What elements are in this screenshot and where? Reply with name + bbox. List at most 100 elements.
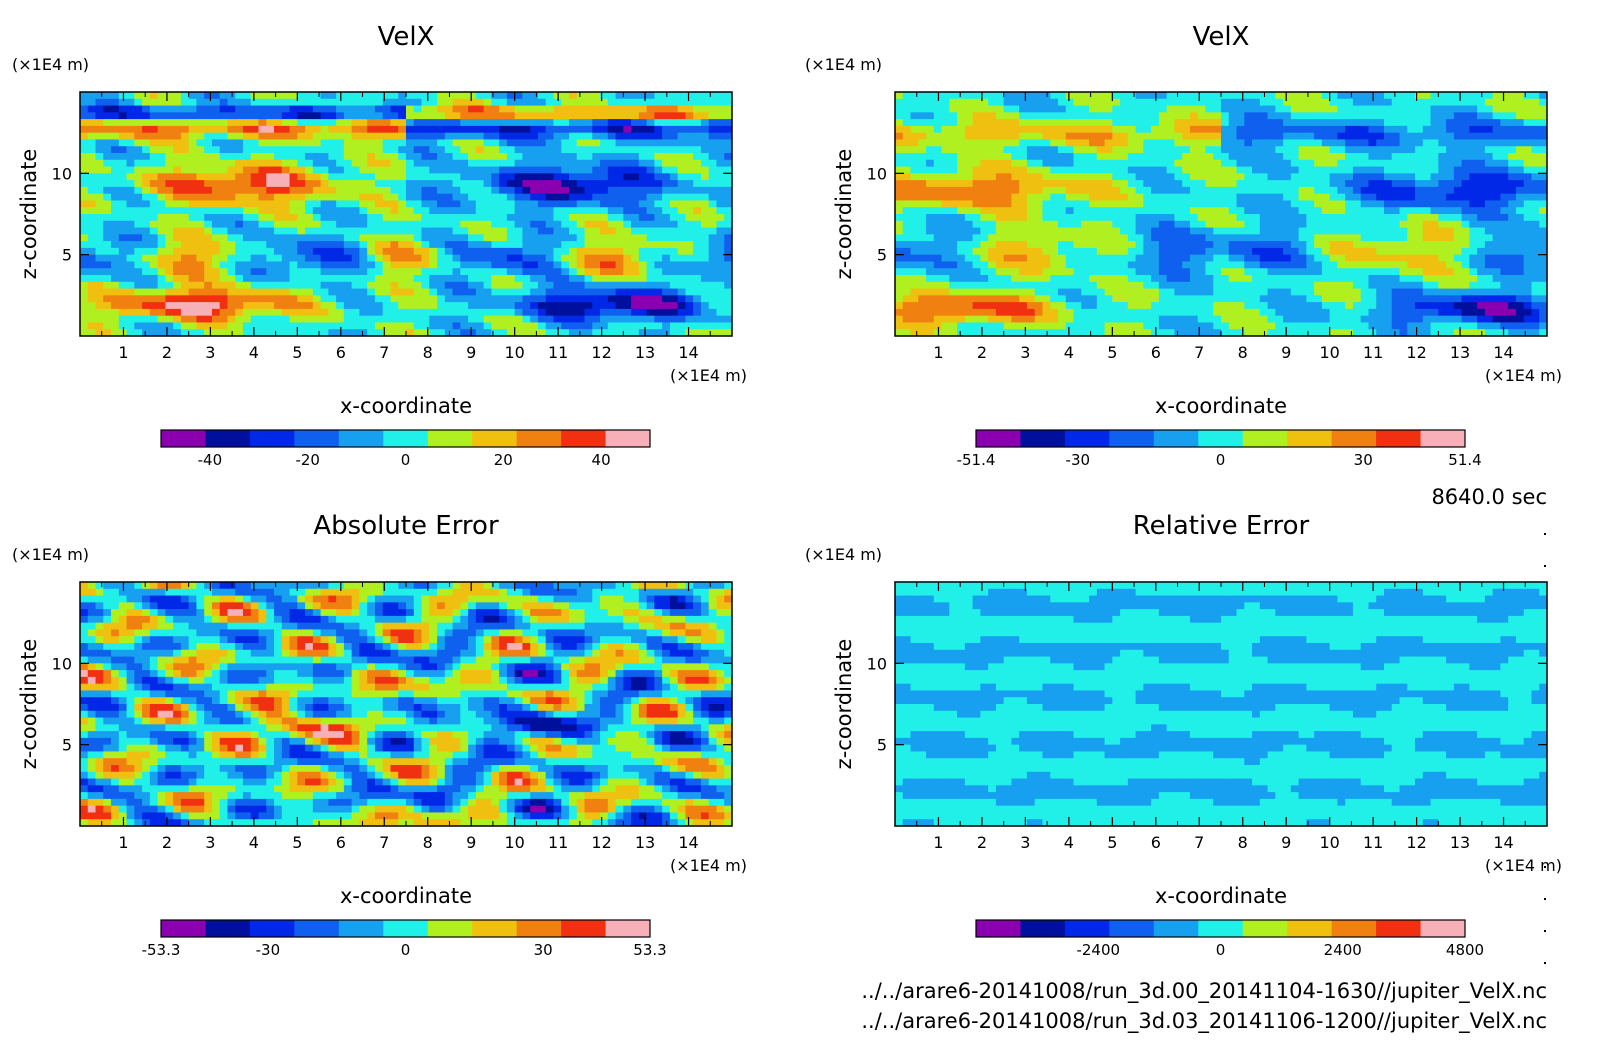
heatmap-cell xyxy=(545,207,555,215)
heatmap-cell xyxy=(1058,329,1067,336)
heatmap-cell xyxy=(980,112,989,120)
heatmap-cell xyxy=(1197,193,1207,202)
heatmap-cell xyxy=(1034,139,1044,147)
heatmap-cell xyxy=(1213,132,1222,141)
heatmap-cell xyxy=(980,308,989,317)
heatmap-cell xyxy=(949,105,958,113)
heatmap-cell xyxy=(708,186,718,195)
heatmap-cell xyxy=(1112,132,1121,141)
heatmap-cell xyxy=(204,112,213,120)
heatmap-cell xyxy=(646,139,655,147)
heatmap-cell xyxy=(258,139,267,147)
heatmap-cell xyxy=(483,254,492,263)
heatmap-cell xyxy=(1174,220,1183,229)
heatmap-cell xyxy=(646,214,655,222)
heatmap-cell xyxy=(281,153,291,161)
heatmap-cell xyxy=(305,247,314,256)
heatmap-cell xyxy=(398,322,407,330)
heatmap-cell xyxy=(211,139,221,147)
heatmap-cell xyxy=(343,186,353,195)
heatmap-cell xyxy=(1236,241,1245,249)
heatmap-cell xyxy=(1221,315,1230,324)
heatmap-cell xyxy=(211,227,221,235)
heatmap-cell xyxy=(980,105,989,113)
heatmap-cell xyxy=(468,207,477,215)
heatmap-cell xyxy=(1011,186,1020,195)
heatmap-cell xyxy=(336,132,345,141)
heatmap-cell xyxy=(475,281,485,290)
heatmap-cell xyxy=(995,268,1005,276)
heatmap-cell xyxy=(258,281,267,290)
heatmap-cell xyxy=(1065,234,1075,242)
heatmap-cell xyxy=(1259,132,1269,141)
heatmap-cell xyxy=(902,166,912,174)
heatmap-cell xyxy=(1267,180,1276,188)
heatmap-cell xyxy=(196,119,205,127)
heatmap-cell xyxy=(1267,159,1276,168)
heatmap-cell xyxy=(685,234,694,242)
heatmap-cell xyxy=(584,166,593,174)
heatmap-cell xyxy=(561,261,570,269)
heatmap-cell xyxy=(592,227,601,235)
heatmap-cell xyxy=(1252,322,1261,330)
heatmap-cell xyxy=(274,200,283,208)
heatmap-cell xyxy=(623,322,632,330)
heatmap-cell xyxy=(537,247,547,256)
heatmap-cell xyxy=(1290,180,1300,188)
heatmap-cell xyxy=(1283,281,1292,290)
heatmap-cell xyxy=(1290,119,1300,127)
heatmap-cell xyxy=(514,159,524,168)
heatmap-cell xyxy=(475,247,485,256)
heatmap-cell xyxy=(941,247,950,256)
heatmap-cell xyxy=(1174,105,1183,113)
heatmap-cell xyxy=(491,173,500,181)
heatmap-cell xyxy=(1081,261,1090,269)
heatmap-cell xyxy=(499,105,508,113)
heatmap-cell xyxy=(700,166,710,174)
heatmap-cell xyxy=(1112,159,1121,168)
heatmap-cell xyxy=(995,186,1005,195)
heatmap-cell xyxy=(1151,98,1160,107)
heatmap-cell xyxy=(716,275,725,283)
x-tick-label: 7 xyxy=(379,343,389,362)
heatmap-cell xyxy=(902,193,912,202)
heatmap-cell xyxy=(553,119,562,127)
heatmap-cell xyxy=(537,241,547,249)
heatmap-cell xyxy=(118,247,128,256)
heatmap-cell xyxy=(1267,329,1276,336)
heatmap-cell xyxy=(406,322,415,330)
heatmap-cell xyxy=(615,139,624,147)
heatmap-cell xyxy=(623,295,632,303)
heatmap-cell xyxy=(336,302,345,310)
heatmap-cell xyxy=(142,308,151,317)
heatmap-cell xyxy=(444,139,454,147)
heatmap-cell xyxy=(592,241,601,249)
heatmap-cell xyxy=(1026,329,1036,336)
heatmap-cell xyxy=(406,132,415,141)
heatmap-cell xyxy=(390,180,399,188)
heatmap-cell xyxy=(708,254,718,263)
heatmap-cell xyxy=(708,322,718,330)
heatmap-cell xyxy=(157,153,166,161)
y-unit-label: (×1E4 m) xyxy=(805,55,882,74)
heatmap-cell xyxy=(1267,302,1276,310)
heatmap-cell xyxy=(964,125,974,134)
heatmap-cell xyxy=(343,153,353,161)
heatmap-cell xyxy=(219,281,229,290)
heatmap-cell xyxy=(351,92,361,100)
heatmap-cell xyxy=(1283,275,1292,283)
heatmap-cell xyxy=(1073,105,1082,113)
heatmap-cell xyxy=(708,214,718,222)
heatmap-cell xyxy=(1089,193,1098,202)
heatmap-cell xyxy=(522,153,531,161)
heatmap-cell xyxy=(716,281,725,290)
heatmap-cell xyxy=(506,193,516,202)
heatmap-cell xyxy=(204,139,213,147)
heatmap-cell xyxy=(708,146,718,154)
heatmap-cell xyxy=(1065,146,1075,154)
heatmap-cell xyxy=(623,173,632,181)
heatmap-cell xyxy=(165,193,174,202)
heatmap-cell xyxy=(103,193,112,202)
heatmap-cell xyxy=(211,268,221,276)
heatmap-cell xyxy=(685,112,694,120)
